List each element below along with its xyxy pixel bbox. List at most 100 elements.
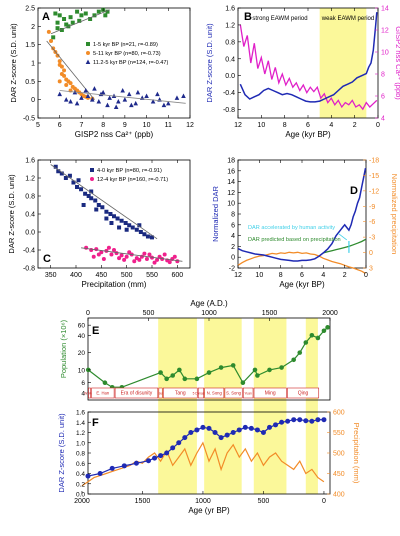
y-axis-label: DAR Z-score (S.D. unit) — [9, 23, 18, 103]
legend-label: 5-11 kyr BP (n=80, r=-0.73) — [93, 51, 161, 57]
legend-label: 12-4 kyr BP (n=160, r=-0.71) — [97, 177, 168, 183]
data-point — [119, 253, 124, 258]
x-tick-label: 8 — [101, 122, 105, 129]
dynasty-label: Yuan — [245, 392, 252, 396]
data-point — [137, 257, 142, 262]
y-tick-label: 8 — [231, 212, 235, 219]
dynasty-box — [88, 387, 91, 399]
y2-tick-label: 500 — [333, 451, 345, 458]
dynasty-label: Era of disunity — [121, 391, 153, 397]
legend-marker — [90, 168, 94, 172]
data-point — [86, 194, 91, 198]
data-point — [134, 227, 139, 232]
data-point — [170, 445, 176, 451]
data-point — [182, 435, 188, 441]
data-point — [155, 257, 160, 262]
data-point — [291, 357, 297, 363]
data-point — [150, 99, 156, 104]
x-tick-label: 12 — [234, 272, 242, 279]
y-tick-label: 0.6 — [76, 461, 85, 468]
data-point — [137, 223, 142, 228]
data-point — [75, 9, 80, 14]
data-point — [83, 191, 88, 196]
data-point — [114, 251, 119, 256]
y-tick-label: 1.0 — [76, 440, 85, 447]
y-tick-label: 12 — [227, 190, 235, 197]
data-point — [105, 102, 110, 108]
data-point — [119, 218, 124, 223]
data-point — [109, 252, 114, 257]
x-tick-label: 2000 — [74, 498, 90, 505]
y-tick-label: 1.5 — [25, 42, 35, 49]
data-point — [96, 252, 101, 257]
y-tick-label: 6 — [81, 380, 85, 387]
y-axis-label: DAR Z-score (S.D. unit) — [57, 413, 66, 493]
y-tick-label: 0 — [31, 97, 35, 104]
y-tick-label: 4 — [231, 233, 235, 240]
y2-tick-label: -3 — [369, 235, 375, 242]
data-point — [88, 17, 93, 21]
data-point — [64, 22, 69, 27]
data-point — [133, 100, 139, 106]
series-line — [237, 251, 366, 274]
dynasty-box — [242, 387, 254, 399]
data-point — [123, 221, 128, 225]
data-point — [76, 178, 81, 183]
highlight-band — [305, 318, 318, 494]
data-point — [84, 245, 89, 250]
dynasty-box — [224, 387, 243, 399]
legend-marker — [86, 51, 90, 55]
data-point — [188, 430, 194, 435]
data-point — [100, 89, 106, 95]
y-tick-label: -0.4 — [223, 90, 235, 97]
dynasty-box — [158, 387, 163, 399]
y-axis-label: DAR Z-score (S.D. unit) — [205, 23, 214, 103]
highlight-band — [253, 318, 287, 494]
data-point — [62, 17, 67, 21]
x-tick-label: 10 — [143, 122, 151, 129]
data-point — [267, 367, 272, 373]
data-point — [75, 185, 80, 189]
y-tick-label: 60 — [78, 323, 86, 330]
data-point — [230, 430, 236, 435]
y-tick-label: 0.0 — [25, 230, 35, 237]
x-tick-label: 350 — [45, 272, 57, 279]
x-tick-label: 0 — [364, 272, 368, 279]
annotation: DAR accelerated by human activity — [248, 225, 335, 231]
y-tick-label: 4 — [81, 390, 85, 397]
series-line — [239, 12, 378, 103]
dynasty-box — [162, 387, 198, 399]
data-point — [112, 214, 116, 219]
data-point — [100, 205, 105, 210]
data-point — [133, 460, 139, 466]
y-tick-label: 2.5 — [25, 6, 35, 13]
x-tick-label: 6 — [300, 272, 304, 279]
data-point — [55, 26, 60, 31]
data-point — [240, 380, 246, 385]
legend-label: 1-5 kyr BP (n=21, r=-0.89) — [93, 42, 158, 48]
dynasty-label: E. Han — [96, 391, 109, 396]
x-tick-label: 550 — [146, 272, 158, 279]
data-point — [321, 328, 327, 334]
data-point — [152, 455, 158, 461]
data-point — [96, 203, 101, 207]
x-tick-label: 500 — [121, 272, 133, 279]
data-point — [124, 254, 129, 259]
y-tick-label: 14 — [227, 179, 235, 186]
data-point — [206, 370, 212, 375]
data-point — [146, 458, 151, 464]
data-point — [63, 176, 68, 180]
highlight-band — [158, 318, 197, 494]
legend-label: 11.2-5 kyr BP (n=124, r=-0.47) — [93, 60, 168, 66]
data-point — [144, 257, 149, 261]
data-point — [93, 198, 98, 203]
data-point — [142, 251, 147, 256]
data-point — [57, 59, 62, 64]
data-point — [162, 252, 167, 257]
series-line — [323, 238, 366, 254]
x-tick-label: 9 — [123, 122, 127, 129]
data-point — [194, 376, 200, 382]
data-point — [260, 430, 266, 435]
series-line — [81, 441, 325, 487]
data-point — [56, 169, 61, 174]
